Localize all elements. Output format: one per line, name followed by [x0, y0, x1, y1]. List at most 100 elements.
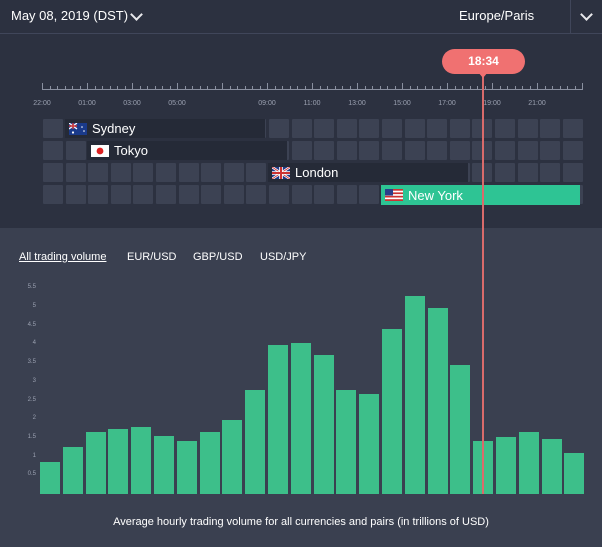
grid-cell [382, 119, 402, 138]
y-tick-label: 1 [32, 452, 36, 459]
grid-cell [427, 141, 448, 160]
time-tick [117, 86, 118, 90]
grid-cell [133, 163, 154, 182]
time-tick [64, 86, 66, 90]
time-tick [507, 86, 508, 90]
timezone-selector[interactable]: Europe/Paris [459, 8, 535, 23]
time-tick [237, 86, 238, 90]
time-tick [439, 86, 441, 90]
time-tick [184, 86, 186, 90]
volume-bar[interactable] [450, 364, 471, 494]
grid-cell [359, 119, 380, 138]
grid-cell [223, 163, 244, 182]
grid-cell [88, 163, 109, 182]
tab-all-trading-volume[interactable]: All trading volume [19, 251, 107, 263]
y-tick-label: 1.5 [27, 433, 36, 440]
time-tick [87, 83, 88, 90]
volume-bar[interactable] [268, 345, 288, 494]
time-tick [304, 86, 306, 90]
volume-bar[interactable] [313, 354, 334, 494]
session-label: New York [408, 187, 463, 203]
time-tick [109, 86, 111, 90]
time-tick [537, 83, 538, 90]
volume-bar[interactable] [427, 307, 448, 494]
time-tick [42, 83, 43, 90]
grid-cell [495, 141, 515, 160]
volume-bar[interactable] [245, 390, 266, 494]
grid-cell [336, 119, 357, 138]
time-tick [447, 83, 448, 90]
time-tick [102, 86, 103, 90]
time-label: 03:00 [123, 100, 141, 107]
tab-usd-jpy[interactable]: USD/JPY [260, 251, 307, 263]
grid-cell [517, 163, 538, 182]
grid-cell [495, 119, 515, 138]
y-tick-label: 4.5 [27, 321, 36, 328]
time-label: 22:00 [33, 100, 51, 107]
time-tick [582, 83, 583, 90]
y-tick-label: 3 [32, 377, 36, 384]
volume-bar[interactable] [541, 438, 562, 494]
time-tick [454, 86, 456, 90]
chevron-down-icon[interactable] [130, 8, 143, 21]
volume-bar[interactable] [404, 295, 425, 494]
volume-bar[interactable] [222, 420, 243, 494]
volume-bar[interactable] [336, 390, 357, 494]
volume-bar[interactable] [40, 462, 60, 494]
time-tick [522, 86, 523, 90]
volume-bar[interactable] [199, 432, 220, 494]
volume-bar[interactable] [564, 452, 585, 494]
tab-gbp-usd[interactable]: GBP/USD [193, 251, 243, 263]
session-bar-sydney[interactable]: Sydney [65, 119, 265, 138]
time-tick [417, 86, 418, 90]
time-label: 13:00 [348, 100, 366, 107]
time-label: 05:00 [168, 100, 186, 107]
time-tick [94, 86, 96, 90]
chart-caption: Average hourly trading volume for all cu… [113, 516, 489, 528]
time-tick [469, 86, 471, 90]
time-tick [552, 86, 553, 90]
time-tick [154, 86, 156, 90]
volume-bar[interactable] [290, 342, 311, 494]
volume-bar[interactable] [176, 440, 197, 494]
time-tick [267, 83, 268, 90]
time-tick [222, 83, 223, 90]
date-selector[interactable]: May 08, 2019 (DST) [11, 8, 129, 23]
volume-bar[interactable] [108, 428, 129, 494]
grid-cell [110, 185, 131, 204]
volume-bar[interactable] [518, 432, 539, 494]
volume-bar[interactable] [62, 447, 83, 494]
grid-cell [382, 141, 402, 160]
session-bar-tokyo[interactable]: Tokyo [87, 141, 287, 160]
time-tick [207, 86, 208, 90]
session-bar-new-york[interactable]: New York [381, 185, 580, 205]
time-tick [379, 86, 381, 90]
time-label: 09:00 [258, 100, 276, 107]
time-tick [282, 86, 283, 90]
volume-bar[interactable] [154, 436, 174, 494]
volume-bar[interactable] [85, 432, 106, 494]
volume-bar[interactable] [382, 328, 402, 494]
y-tick-label: 2 [32, 415, 36, 422]
grid-cell [291, 185, 312, 204]
time-tick [199, 86, 201, 90]
time-tick [402, 83, 403, 90]
time-tick [432, 86, 433, 90]
time-tick [57, 86, 58, 90]
time-tick [169, 86, 171, 90]
chevron-down-icon[interactable] [580, 8, 593, 21]
session-bar-london[interactable]: London [268, 163, 468, 182]
volume-bar[interactable] [131, 426, 152, 494]
tab-eur-usd[interactable]: EUR/USD [127, 251, 177, 263]
time-tick [177, 83, 178, 90]
current-time-badge[interactable]: 18:34 [442, 49, 525, 74]
session-label: London [295, 165, 339, 180]
grid-cell [43, 163, 63, 182]
time-tick [229, 86, 231, 90]
time-tick [372, 86, 373, 90]
time-tick [139, 86, 141, 90]
volume-bar[interactable] [359, 394, 380, 494]
session-label: Sydney [92, 121, 136, 136]
volume-bar[interactable] [496, 436, 516, 494]
grid-cell [269, 119, 289, 138]
